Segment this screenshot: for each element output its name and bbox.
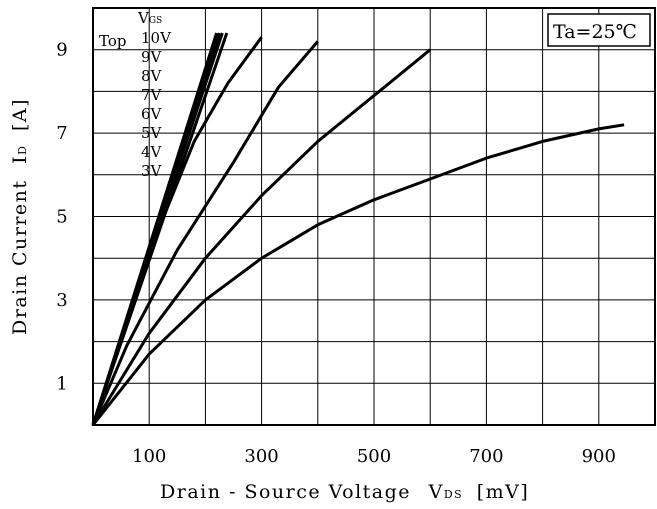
legend-prefix: Top — [99, 32, 126, 50]
legend-label: 5V — [141, 124, 163, 142]
legend-label: 3V — [141, 162, 163, 180]
legend-label: 9V — [141, 48, 163, 66]
legend-header-symbol: V — [137, 9, 150, 27]
y-tick-label: 5 — [56, 207, 67, 228]
legend-label: 4V — [141, 143, 163, 161]
y-tick-label: 9 — [56, 40, 67, 61]
y-tick-label: 3 — [56, 290, 67, 311]
legend-header-sub: GS — [149, 16, 162, 26]
y-tick-label: 1 — [56, 373, 67, 394]
y-axis-title-main: Drain Current — [9, 179, 31, 335]
series-line-8 — [91, 123, 625, 426]
x-tick-label: 500 — [357, 446, 391, 467]
annotation-box — [547, 13, 651, 47]
x-axis-title-symbol: V — [428, 481, 444, 503]
legend-header: VGS — [137, 9, 162, 27]
series-line-6 — [91, 40, 319, 426]
x-axis-title-sub: DS — [444, 488, 463, 501]
series-line-7 — [91, 48, 432, 426]
y-axis-title-unit: [A] — [9, 98, 31, 131]
y-axis-title-sub: D — [16, 145, 29, 155]
y-axis-title: Drain Current ID [A] — [9, 98, 31, 335]
series-lines — [91, 32, 625, 426]
grid-lines — [93, 8, 655, 425]
y-tick-labels: 1 3 5 7 9 — [56, 40, 67, 395]
x-tick-label: 900 — [582, 446, 616, 467]
annotation-text: Ta=25℃ — [553, 21, 637, 43]
y-axis-title-symbol: I — [9, 155, 31, 164]
legend-label: 8V — [141, 67, 163, 85]
plot-frame — [92, 7, 656, 426]
x-tick-labels: 100 300 500 700 900 — [132, 446, 616, 467]
x-tick-label: 700 — [469, 446, 503, 467]
x-axis-title-unit: [mV] — [477, 481, 530, 503]
legend-label: 6V — [141, 105, 163, 123]
x-tick-label: 300 — [244, 446, 278, 467]
y-tick-label: 7 — [56, 123, 67, 144]
x-axis-title-main: Drain - Source Voltage — [160, 481, 411, 503]
x-axis-title: Drain - Source Voltage VDS [mV] — [160, 481, 529, 503]
x-tick-label: 100 — [132, 446, 166, 467]
legend-label: 7V — [141, 86, 163, 104]
series-line-5 — [91, 36, 263, 426]
legend-label: 10V — [141, 29, 172, 47]
